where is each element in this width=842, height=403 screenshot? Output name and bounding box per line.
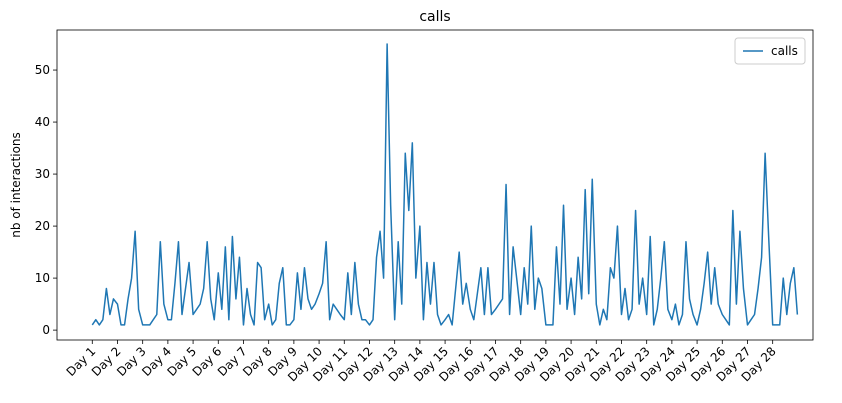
- y-axis-label: nb of interactions: [9, 132, 23, 238]
- y-tick-label: 40: [35, 115, 50, 129]
- y-tick-label: 50: [35, 63, 50, 77]
- legend-box: [734, 37, 806, 65]
- legend-label: calls: [771, 44, 798, 58]
- y-tick-label: 20: [35, 219, 50, 233]
- plot-frame: [56, 29, 814, 341]
- y-tick-label: 0: [42, 323, 50, 337]
- y-tick-label: 30: [35, 167, 50, 181]
- y-tick-label: 10: [35, 271, 50, 285]
- chart-title: calls: [419, 9, 450, 25]
- line: [91, 43, 799, 326]
